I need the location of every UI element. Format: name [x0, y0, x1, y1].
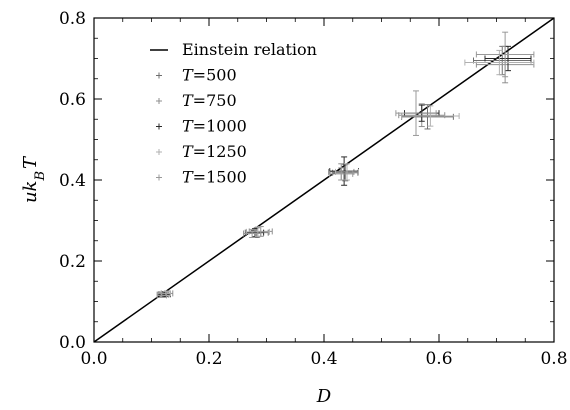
- x-axis-label: D: [316, 386, 332, 407]
- legend-label: T=500: [182, 66, 237, 85]
- legend-label: Einstein relation: [182, 40, 317, 59]
- legend-entry-T-1250: T=1250: [156, 142, 247, 161]
- legend-entry-T-1000: T=1000: [156, 117, 247, 136]
- legend-label: T=1000: [182, 117, 247, 136]
- x-tick-label: 0.6: [425, 349, 452, 369]
- plot-frame: [93, 17, 555, 343]
- einstein-relation-line: [93, 17, 555, 343]
- data-point: [401, 105, 460, 127]
- data-point: [475, 31, 535, 78]
- data-point: [484, 45, 532, 72]
- data-point: [245, 226, 270, 238]
- legend-label: T=750: [182, 91, 237, 110]
- data-point: [329, 156, 359, 186]
- data-point: [401, 104, 454, 130]
- x-tick-label: 0.2: [195, 349, 222, 369]
- y-tick-label: 0.8: [59, 9, 86, 29]
- legend: Einstein relation T=500 T=750 T=1000 T=1250 T…: [150, 40, 317, 187]
- legend-label: T=1250: [182, 142, 247, 161]
- data-point: [335, 163, 359, 181]
- legend-entry-T-1500: T=1500: [156, 168, 247, 187]
- data-point: [156, 292, 167, 299]
- x-tick-label: 0.0: [80, 349, 107, 369]
- data-point: [243, 228, 262, 239]
- legend-label: T=1500: [182, 168, 247, 187]
- legend-entry-T-500: T=500: [156, 66, 237, 85]
- y-axis-label: ukBT: [20, 155, 48, 203]
- data-point: [329, 167, 354, 181]
- legend-entry-T-750: T=750: [156, 91, 237, 110]
- x-tick-label: 0.8: [540, 349, 567, 369]
- legend-entry-einstein-relation: Einstein relation: [150, 40, 317, 59]
- y-tick-label: 0.6: [59, 90, 86, 110]
- y-tick-label: 0.4: [59, 171, 86, 191]
- x-tick-label: 0.4: [310, 349, 337, 369]
- y-tick-label: 0.2: [59, 252, 86, 272]
- series-T-1500: [156, 31, 535, 299]
- data-point: [395, 90, 437, 136]
- data-points: [156, 31, 535, 299]
- y-tick-label: 0.0: [59, 333, 86, 353]
- axis-ticks: 0.0 0.2 0.4 0.6 0.8 0.0 0.2 0.4 0.6 0.8: [59, 9, 568, 369]
